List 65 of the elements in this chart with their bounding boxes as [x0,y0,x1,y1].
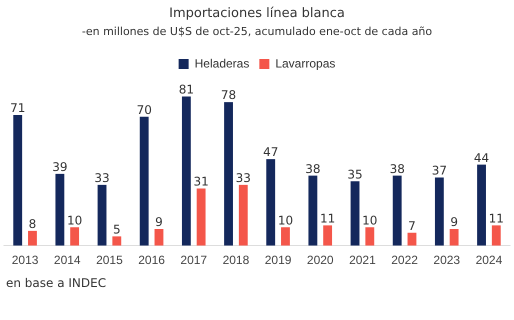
data-label: 9 [450,215,458,230]
text: en base a INDEC [6,276,108,290]
data-label: 10 [278,213,294,228]
data-label: 31 [193,174,209,189]
bar [450,229,459,246]
bar [434,178,444,246]
x-tick-label: 2021 [349,253,376,268]
bar [55,174,64,246]
legend-label: Heladeras [194,56,250,70]
bar [196,188,206,246]
x-tick-label: 2022 [391,253,418,268]
x-tick-label: 2014 [54,253,81,268]
bar [281,227,290,246]
chart-title: Importaciones línea blanca [168,6,346,21]
data-label: 37 [432,164,448,178]
data-label: 71 [10,101,26,116]
bar [308,176,318,246]
data-label: 10 [66,213,82,228]
data-label: 33 [94,171,110,186]
bar [238,184,248,246]
x-tick-label: 2018 [222,253,250,268]
data-label: 70 [136,102,152,117]
x-tick-label: 2015 [96,253,124,268]
bar [492,225,501,246]
data-label: 47 [263,145,278,160]
x-tick-label: 2024 [476,253,503,268]
data-label: 38 [305,162,321,176]
bar [323,225,332,246]
bar [365,227,374,246]
chart-subtitle: -en millones de U$S de oct-25, acumulado ene-oct de cada año [80,25,434,38]
bar [350,181,360,246]
bar [140,116,149,246]
x-tick-label: 2016 [138,253,166,268]
data-label: 38 [390,162,405,176]
data-label: 10 [362,213,378,228]
data-label: 5 [112,222,121,237]
bar [70,227,80,246]
legend-label: Lavarropas [275,56,336,70]
bar [182,96,191,246]
bar [28,230,37,246]
data-label: 35 [347,167,363,182]
bar [154,229,164,246]
bar [224,102,233,246]
bar [112,236,122,246]
x-tick-label: 2023 [433,253,460,268]
data-label: 39 [52,160,68,174]
x-tick-label: 2017 [180,253,208,268]
bar [392,176,402,246]
data-label: 9 [155,215,163,230]
x-tick-label: 2013 [12,253,39,268]
bar [266,159,276,246]
x-tick-label: 2019 [264,253,292,268]
data-label: 7 [408,218,416,233]
bar [13,114,22,246]
data-label: 8 [28,217,36,232]
x-tick-label: 2020 [306,253,334,268]
data-label: 11 [320,211,336,226]
data-label: 11 [488,211,504,226]
bar [477,164,486,246]
data-label: 44 [474,150,490,165]
data-label: 78 [220,88,236,102]
bar [408,232,416,246]
bar [98,184,106,246]
data-label: 33 [236,171,251,186]
data-label: 81 [178,82,194,97]
